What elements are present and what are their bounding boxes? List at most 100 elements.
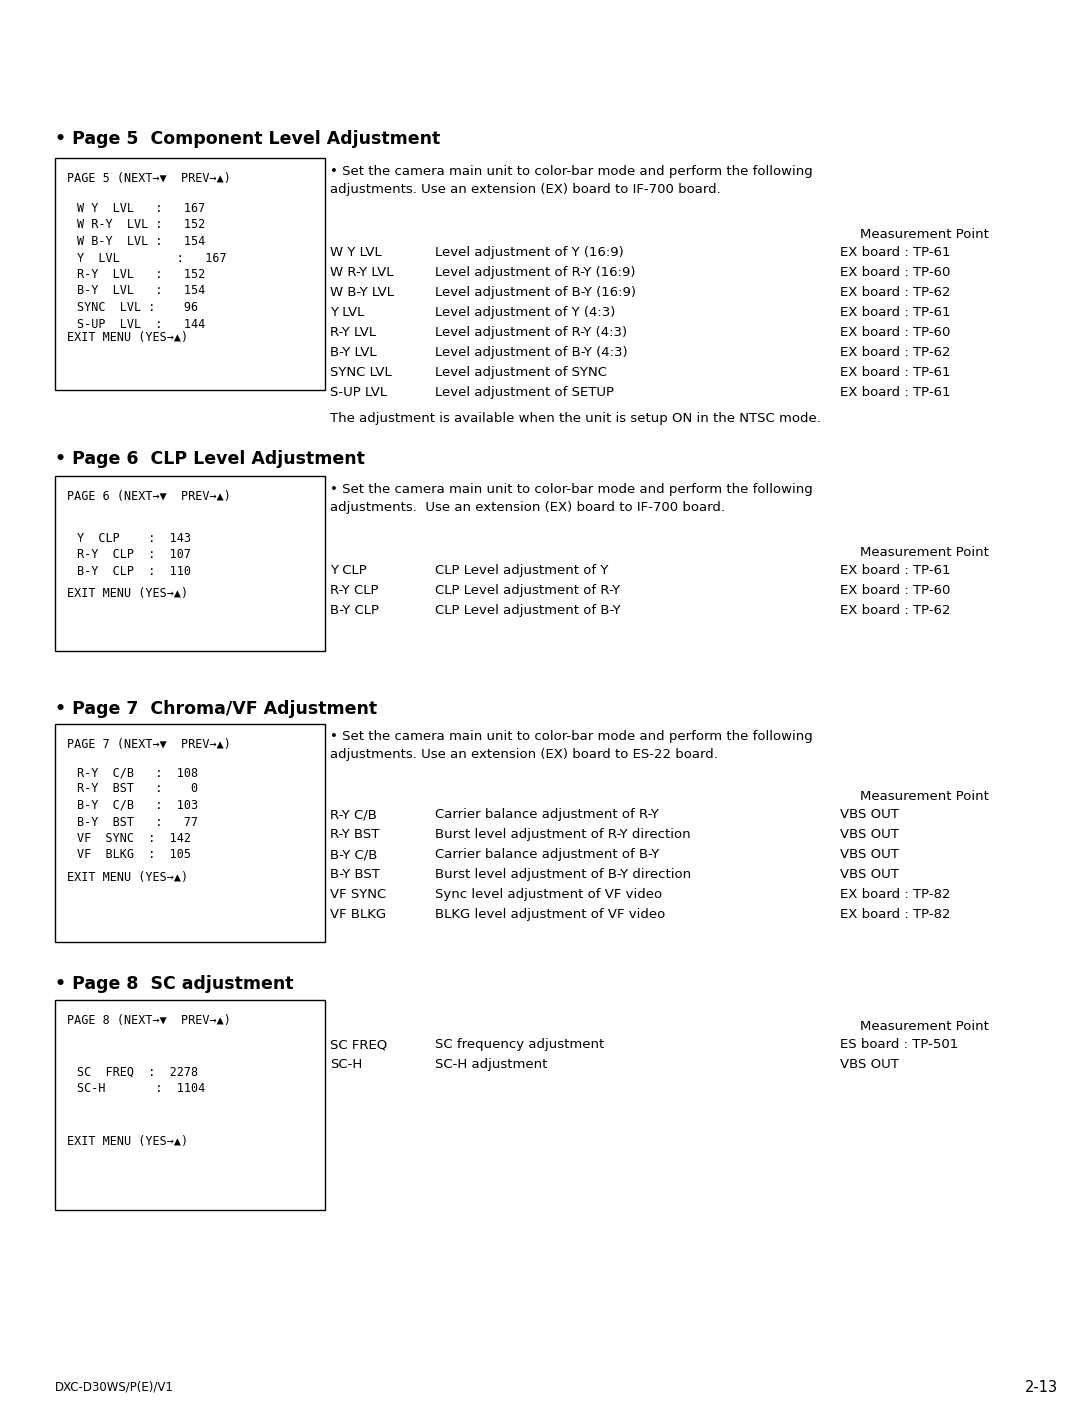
Text: R-Y  CLP  :  107: R-Y CLP : 107: [77, 549, 191, 561]
Text: ES board : TP-501: ES board : TP-501: [840, 1038, 958, 1051]
Text: Level adjustment of R-Y (4:3): Level adjustment of R-Y (4:3): [435, 326, 627, 339]
Text: BLKG level adjustment of VF video: BLKG level adjustment of VF video: [435, 908, 665, 922]
Text: 2-13: 2-13: [1025, 1380, 1058, 1394]
Text: Level adjustment of SETUP: Level adjustment of SETUP: [435, 386, 615, 400]
Text: Y  LVL        :   167: Y LVL : 167: [77, 252, 227, 265]
Text: W R-Y LVL: W R-Y LVL: [330, 266, 393, 279]
Text: S-UP  LVL  :   144: S-UP LVL : 144: [77, 318, 205, 331]
Text: W R-Y  LVL :   152: W R-Y LVL : 152: [77, 218, 205, 232]
Text: The adjustment is available when the unit is setup ON in the NTSC mode.: The adjustment is available when the uni…: [330, 412, 821, 425]
Text: SC frequency adjustment: SC frequency adjustment: [435, 1038, 604, 1051]
Text: EXIT MENU (YES→▲): EXIT MENU (YES→▲): [67, 587, 188, 599]
Text: • Page 6  CLP Level Adjustment: • Page 6 CLP Level Adjustment: [55, 450, 365, 469]
Text: R-Y  C/B   :  108: R-Y C/B : 108: [77, 765, 198, 779]
Text: Level adjustment of Y (16:9): Level adjustment of Y (16:9): [435, 246, 624, 259]
Text: Carrier balance adjustment of R-Y: Carrier balance adjustment of R-Y: [435, 808, 659, 822]
Text: EX board : TP-61: EX board : TP-61: [840, 366, 950, 378]
Text: • Set the camera main unit to color-bar mode and perform the following: • Set the camera main unit to color-bar …: [330, 483, 813, 497]
Text: VF  SYNC  :  142: VF SYNC : 142: [77, 832, 191, 846]
Text: EX board : TP-60: EX board : TP-60: [840, 266, 950, 279]
Text: SC-H adjustment: SC-H adjustment: [435, 1058, 548, 1071]
Text: B-Y C/B: B-Y C/B: [330, 848, 377, 861]
Text: EX board : TP-62: EX board : TP-62: [840, 604, 950, 618]
Text: Y  CLP    :  143: Y CLP : 143: [77, 532, 191, 545]
Text: R-Y  BST   :    0: R-Y BST : 0: [77, 782, 198, 795]
Text: B-Y BST: B-Y BST: [330, 868, 380, 881]
Text: Burst level adjustment of R-Y direction: Burst level adjustment of R-Y direction: [435, 827, 690, 841]
Text: SC-H: SC-H: [330, 1058, 362, 1071]
Text: EX board : TP-60: EX board : TP-60: [840, 326, 950, 339]
Text: R-Y BST: R-Y BST: [330, 827, 379, 841]
Text: CLP Level adjustment of Y: CLP Level adjustment of Y: [435, 564, 608, 577]
Text: VBS OUT: VBS OUT: [840, 848, 899, 861]
Text: W Y LVL: W Y LVL: [330, 246, 381, 259]
Text: S-UP LVL: S-UP LVL: [330, 386, 387, 400]
Text: EX board : TP-61: EX board : TP-61: [840, 246, 950, 259]
Text: B-Y  C/B   :  103: B-Y C/B : 103: [77, 799, 198, 812]
Text: VF  BLKG  :  105: VF BLKG : 105: [77, 848, 191, 861]
Text: SC-H       :  1104: SC-H : 1104: [77, 1082, 205, 1096]
Text: W B-Y  LVL :   154: W B-Y LVL : 154: [77, 235, 205, 248]
Text: Level adjustment of B-Y (4:3): Level adjustment of B-Y (4:3): [435, 346, 627, 359]
Text: EX board : TP-62: EX board : TP-62: [840, 346, 950, 359]
Text: VF SYNC: VF SYNC: [330, 888, 387, 900]
Text: adjustments.  Use an extension (EX) board to IF-700 board.: adjustments. Use an extension (EX) board…: [330, 501, 725, 514]
Text: Measurement Point: Measurement Point: [860, 1020, 989, 1033]
Text: EX board : TP-61: EX board : TP-61: [840, 305, 950, 319]
Text: Measurement Point: Measurement Point: [860, 228, 989, 241]
Text: SYNC  LVL :    96: SYNC LVL : 96: [77, 301, 198, 314]
Text: Level adjustment of SYNC: Level adjustment of SYNC: [435, 366, 607, 378]
Bar: [55, 476, 325, 651]
Text: EX board : TP-82: EX board : TP-82: [840, 908, 950, 922]
Text: • Page 7  Chroma/VF Adjustment: • Page 7 Chroma/VF Adjustment: [55, 701, 377, 718]
Text: B-Y  LVL   :   154: B-Y LVL : 154: [77, 284, 205, 297]
Text: VBS OUT: VBS OUT: [840, 868, 899, 881]
Text: Level adjustment of B-Y (16:9): Level adjustment of B-Y (16:9): [435, 286, 636, 300]
Text: Carrier balance adjustment of B-Y: Carrier balance adjustment of B-Y: [435, 848, 659, 861]
Text: W Y  LVL   :   167: W Y LVL : 167: [77, 203, 205, 215]
Text: CLP Level adjustment of R-Y: CLP Level adjustment of R-Y: [435, 584, 620, 597]
Text: PAGE 5 (NEXT→▼  PREV→▲): PAGE 5 (NEXT→▼ PREV→▲): [67, 172, 231, 184]
Bar: [55, 725, 325, 943]
Text: EX board : TP-61: EX board : TP-61: [840, 564, 950, 577]
Text: PAGE 6 (NEXT→▼  PREV→▲): PAGE 6 (NEXT→▼ PREV→▲): [67, 490, 231, 502]
Text: EXIT MENU (YES→▲): EXIT MENU (YES→▲): [67, 871, 188, 884]
Text: R-Y LVL: R-Y LVL: [330, 326, 376, 339]
Text: R-Y  LVL   :   152: R-Y LVL : 152: [77, 267, 205, 281]
Bar: [55, 1000, 325, 1210]
Text: Y CLP: Y CLP: [330, 564, 367, 577]
Text: PAGE 8 (NEXT→▼  PREV→▲): PAGE 8 (NEXT→▼ PREV→▲): [67, 1014, 231, 1027]
Text: VBS OUT: VBS OUT: [840, 1058, 899, 1071]
Text: PAGE 7 (NEXT→▼  PREV→▲): PAGE 7 (NEXT→▼ PREV→▲): [67, 739, 231, 751]
Text: VBS OUT: VBS OUT: [840, 827, 899, 841]
Text: B-Y  BST   :   77: B-Y BST : 77: [77, 816, 198, 829]
Text: Y LVL: Y LVL: [330, 305, 364, 319]
Text: B-Y LVL: B-Y LVL: [330, 346, 377, 359]
Text: • Page 5  Component Level Adjustment: • Page 5 Component Level Adjustment: [55, 129, 441, 148]
Text: Sync level adjustment of VF video: Sync level adjustment of VF video: [435, 888, 662, 900]
Text: SC  FREQ  :  2278: SC FREQ : 2278: [77, 1067, 198, 1079]
Text: adjustments. Use an extension (EX) board to IF-700 board.: adjustments. Use an extension (EX) board…: [330, 183, 720, 196]
Text: B-Y CLP: B-Y CLP: [330, 604, 379, 618]
Text: SC FREQ: SC FREQ: [330, 1038, 388, 1051]
Text: • Page 8  SC adjustment: • Page 8 SC adjustment: [55, 975, 294, 993]
Text: B-Y  CLP  :  110: B-Y CLP : 110: [77, 566, 191, 578]
Text: • Set the camera main unit to color-bar mode and perform the following: • Set the camera main unit to color-bar …: [330, 730, 813, 743]
Text: EXIT MENU (YES→▲): EXIT MENU (YES→▲): [67, 332, 188, 345]
Text: • Set the camera main unit to color-bar mode and perform the following: • Set the camera main unit to color-bar …: [330, 165, 813, 179]
Text: SYNC LVL: SYNC LVL: [330, 366, 392, 378]
Text: Level adjustment of Y (4:3): Level adjustment of Y (4:3): [435, 305, 616, 319]
Text: EX board : TP-60: EX board : TP-60: [840, 584, 950, 597]
Bar: [55, 158, 325, 390]
Text: Measurement Point: Measurement Point: [860, 546, 989, 559]
Text: adjustments. Use an extension (EX) board to ES-22 board.: adjustments. Use an extension (EX) board…: [330, 749, 718, 761]
Text: Level adjustment of R-Y (16:9): Level adjustment of R-Y (16:9): [435, 266, 635, 279]
Text: EX board : TP-82: EX board : TP-82: [840, 888, 950, 900]
Text: W B-Y LVL: W B-Y LVL: [330, 286, 394, 300]
Text: R-Y CLP: R-Y CLP: [330, 584, 378, 597]
Text: R-Y C/B: R-Y C/B: [330, 808, 377, 822]
Text: EX board : TP-62: EX board : TP-62: [840, 286, 950, 300]
Text: Burst level adjustment of B-Y direction: Burst level adjustment of B-Y direction: [435, 868, 691, 881]
Text: Measurement Point: Measurement Point: [860, 789, 989, 803]
Text: VBS OUT: VBS OUT: [840, 808, 899, 822]
